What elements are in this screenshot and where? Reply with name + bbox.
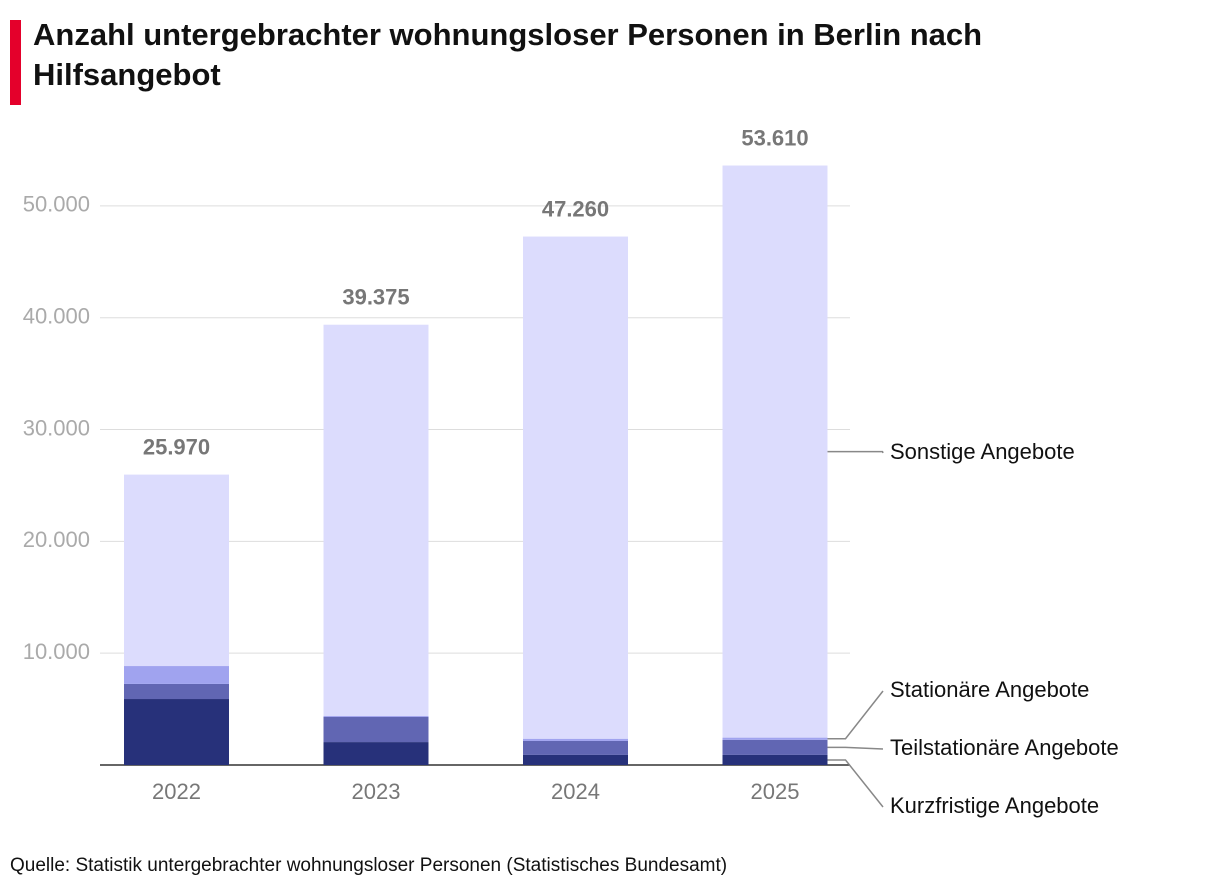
bar-segment: [722, 739, 828, 755]
total-label: 39.375: [342, 285, 409, 310]
x-tick-label: 2023: [352, 779, 401, 804]
bar-segment: [523, 236, 628, 739]
leader-line: [827, 450, 884, 454]
total-label: 47.260: [542, 196, 609, 221]
source: Quelle: Statistik untergebrachter wohnun…: [10, 855, 727, 876]
bar-segment: [722, 737, 828, 740]
chart-title: Hilfsangebot: [33, 57, 221, 92]
title-accent: [10, 20, 21, 105]
legend-label: Teilstationäre Angebote: [890, 735, 1119, 760]
bar-segment: [323, 716, 429, 743]
bar-segment: [323, 324, 429, 716]
bar-segment: [124, 699, 229, 765]
bar-segment: [722, 754, 828, 765]
y-tick-label: 30.000: [23, 415, 90, 440]
x-tick-label: 2024: [551, 779, 600, 804]
legend-label: Kurzfristige Angebote: [890, 793, 1099, 818]
legend-label: Sonstige Angebote: [890, 439, 1075, 464]
leader-line: [827, 746, 884, 750]
total-label: 53.610: [741, 125, 808, 150]
bar-segment: [323, 742, 429, 765]
total-label: 25.970: [143, 434, 210, 459]
y-tick-label: 20.000: [23, 527, 90, 552]
bar-segment: [523, 754, 628, 765]
bar-segment: [523, 740, 628, 755]
y-tick-label: 50.000: [23, 192, 90, 217]
bar-segment: [323, 715, 429, 717]
y-tick-label: 10.000: [23, 639, 90, 664]
legend-label: Stationäre Angebote: [890, 677, 1089, 702]
bar-segment: [523, 738, 628, 741]
leader-line: [827, 690, 884, 740]
bar-segment: [124, 474, 229, 667]
x-tick-label: 2022: [152, 779, 201, 804]
bar-segment: [124, 666, 229, 684]
x-tick-label: 2025: [751, 779, 800, 804]
bar-segment: [124, 683, 229, 700]
bar-segment: [722, 165, 828, 738]
leader-line: [827, 759, 884, 808]
chart-title: Anzahl untergebrachter wohnungsloser Per…: [33, 17, 982, 52]
y-tick-label: 40.000: [23, 304, 90, 329]
